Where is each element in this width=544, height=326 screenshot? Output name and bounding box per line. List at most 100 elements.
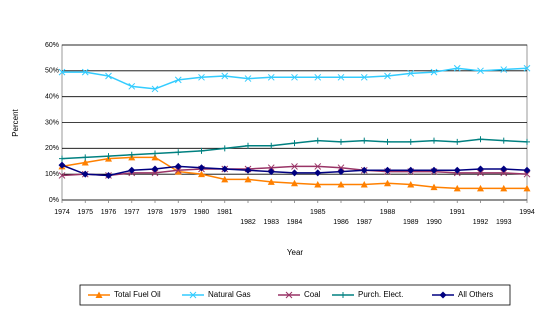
marker: [430, 183, 438, 191]
marker: [105, 171, 112, 179]
marker: [314, 163, 322, 170]
marker: [314, 137, 321, 144]
marker: [340, 292, 346, 298]
marker: [360, 166, 368, 174]
marker: [384, 166, 391, 174]
x-tick-label: 1978: [147, 209, 163, 216]
x-tick-label: 1977: [124, 209, 140, 216]
marker: [477, 165, 484, 173]
marker: [244, 166, 252, 174]
marker: [453, 184, 461, 192]
marker: [268, 142, 275, 149]
marker: [439, 291, 447, 299]
marker: [245, 142, 251, 149]
marker: [407, 138, 414, 145]
marker: [198, 164, 205, 172]
marker: [59, 155, 65, 162]
marker: [431, 137, 437, 144]
x-tick-label: 1976: [101, 209, 117, 216]
marker: [244, 175, 252, 183]
marker: [291, 73, 298, 81]
x-tick-label: 1991: [449, 209, 465, 216]
marker: [361, 137, 368, 144]
marker: [151, 85, 159, 93]
marker: [500, 165, 508, 173]
x-tick-label: 1993: [496, 219, 512, 226]
marker: [221, 175, 229, 183]
marker: [128, 82, 136, 90]
marker: [81, 170, 89, 178]
marker: [453, 64, 461, 72]
marker: [175, 149, 182, 156]
marker: [244, 75, 252, 82]
x-tick-label: 1989: [403, 219, 419, 226]
marker: [189, 291, 197, 299]
marker: [151, 165, 159, 173]
x-tick-label: 1986: [333, 219, 349, 226]
marker: [81, 159, 89, 166]
marker: [360, 73, 368, 81]
marker: [198, 170, 205, 178]
y-tick-label: 20%: [45, 145, 59, 152]
legend-label: Natural Gas: [208, 290, 251, 299]
y-tick-label: 40%: [45, 94, 59, 101]
marker: [407, 70, 415, 77]
marker: [384, 138, 391, 145]
y-axis-title: Percent: [11, 108, 20, 136]
marker: [453, 166, 461, 174]
marker: [500, 169, 508, 177]
marker: [314, 169, 322, 177]
marker: [58, 68, 66, 76]
y-tick-label: 10%: [45, 171, 59, 178]
marker: [105, 72, 112, 80]
marker: [523, 170, 531, 178]
marker: [174, 76, 182, 84]
marker: [337, 73, 345, 81]
legend-label: Purch. Elect.: [358, 290, 403, 299]
marker: [291, 140, 298, 147]
marker: [291, 179, 298, 187]
marker: [267, 73, 275, 81]
marker: [174, 162, 182, 170]
marker: [338, 138, 344, 145]
x-tick-label: 1990: [426, 219, 442, 226]
x-tick-label: 1980: [194, 209, 210, 216]
x-tick-label: 1974: [54, 209, 70, 216]
marker: [477, 184, 484, 192]
marker: [524, 138, 530, 145]
marker: [81, 68, 89, 76]
marker: [384, 179, 391, 187]
marker: [174, 166, 182, 174]
marker: [407, 166, 415, 174]
marker: [128, 151, 135, 158]
y-tick-label: 0%: [49, 197, 59, 204]
marker: [477, 136, 484, 143]
marker: [477, 67, 484, 75]
marker: [430, 68, 438, 76]
marker: [58, 172, 66, 179]
marker: [152, 150, 158, 157]
marker: [198, 147, 205, 154]
marker: [267, 164, 275, 172]
marker: [407, 181, 415, 188]
legend-label: Coal: [304, 290, 321, 299]
marker: [337, 181, 345, 188]
x-tick-label: 1994: [519, 209, 535, 216]
x-tick-label: 1975: [77, 209, 93, 216]
x-tick-label: 1984: [287, 219, 303, 226]
x-tick-label: 1981: [217, 209, 233, 216]
y-tick-label: 30%: [45, 119, 59, 126]
marker: [291, 163, 298, 170]
x-axis-title: Year: [287, 248, 304, 257]
marker: [500, 66, 508, 73]
y-tick-label: 60%: [45, 42, 59, 49]
legend-label: All Others: [458, 290, 493, 299]
marker: [267, 168, 275, 176]
legend-label: Total Fuel Oil: [114, 290, 161, 299]
marker: [430, 166, 438, 174]
marker: [523, 184, 531, 192]
marker: [337, 164, 345, 172]
marker: [384, 72, 391, 80]
x-tick-label: 1988: [380, 209, 396, 216]
